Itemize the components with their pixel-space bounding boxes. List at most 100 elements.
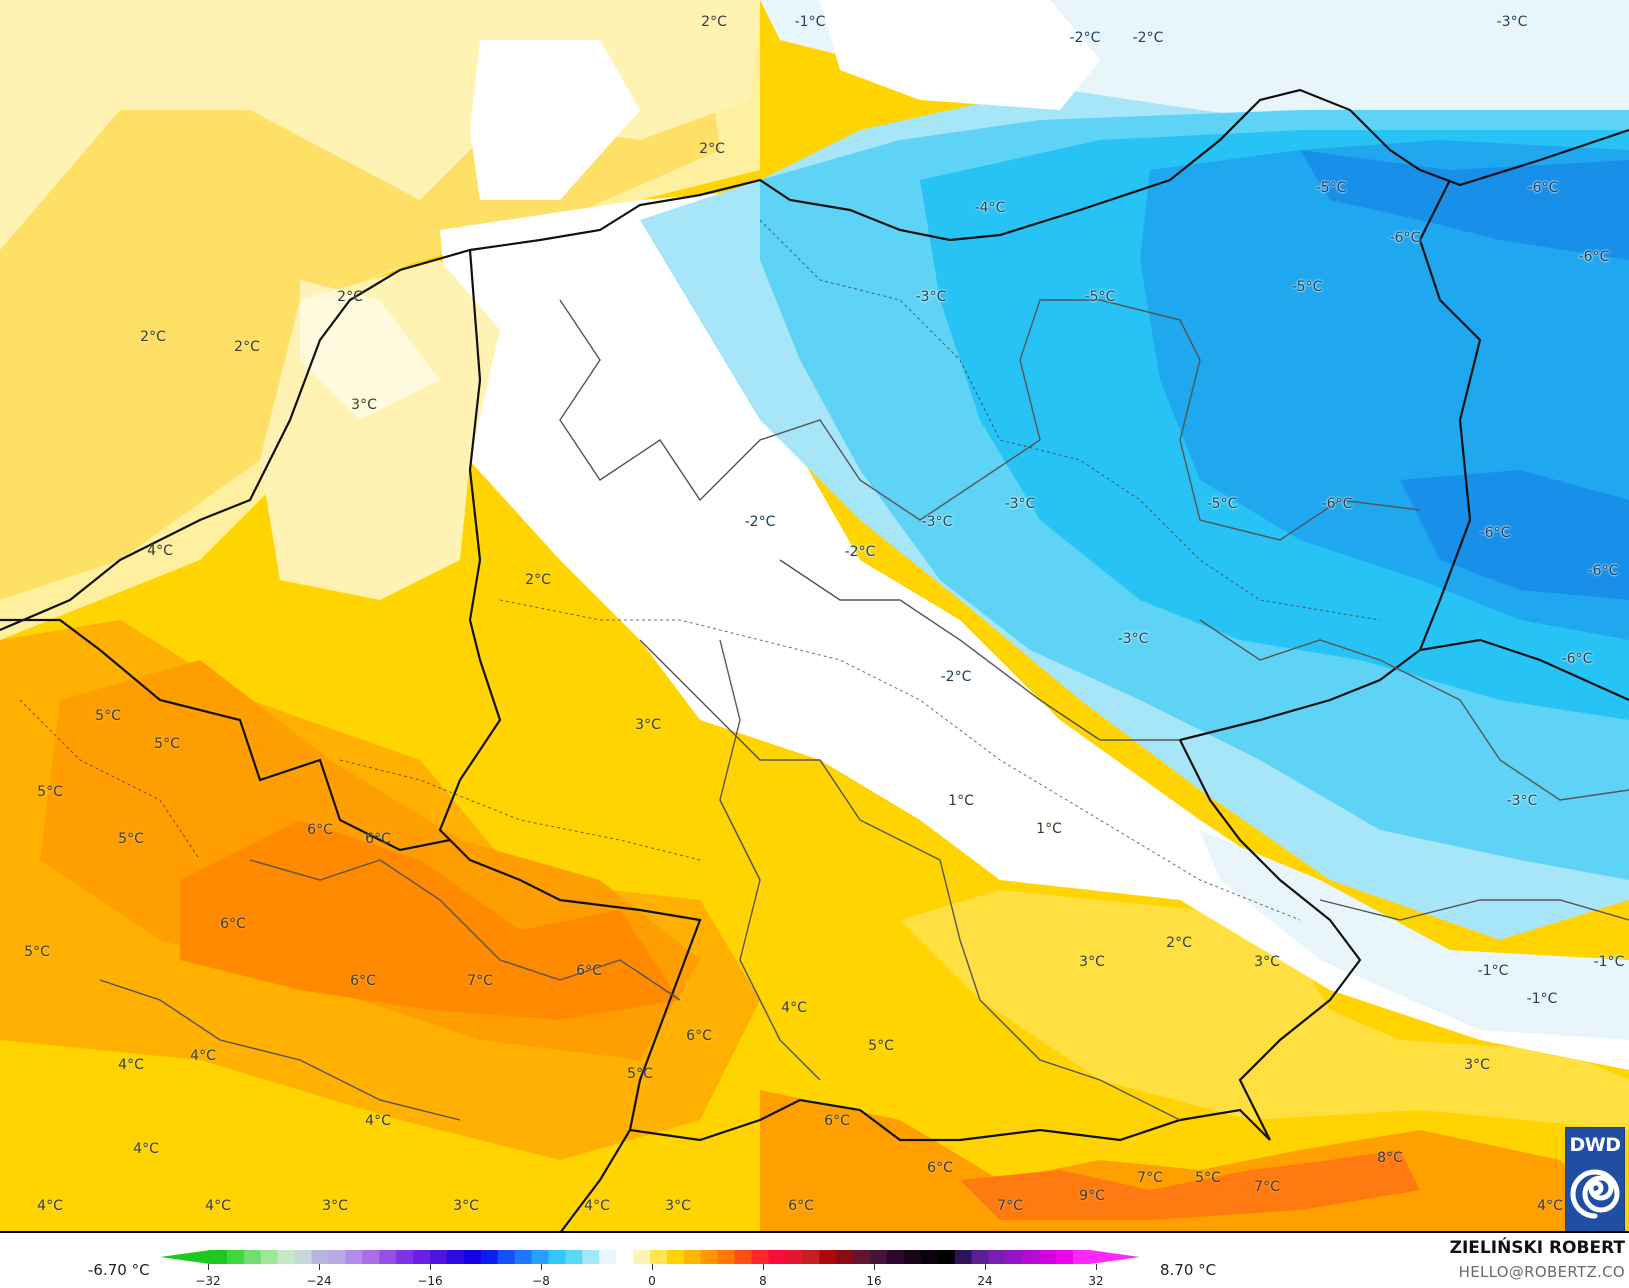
temperature-label: 5°C — [154, 736, 180, 752]
temperature-label: 6°C — [220, 916, 246, 932]
temperature-label: 1°C — [948, 793, 974, 809]
colorbar-tick-label: −8 — [532, 1274, 550, 1288]
temperature-label: -1°C — [794, 14, 826, 30]
temperature-label: 4°C — [365, 1113, 391, 1129]
temperature-label: 3°C — [1464, 1057, 1490, 1073]
temperature-label: 3°C — [1254, 954, 1280, 970]
temperature-label: 3°C — [322, 1198, 348, 1214]
temperature-label: -6°C — [1321, 496, 1353, 512]
map-fill-layer — [0, 0, 1629, 1231]
temperature-label: -3°C — [1506, 793, 1538, 809]
temperature-label: -6°C — [1587, 563, 1619, 579]
temperature-label: 3°C — [453, 1198, 479, 1214]
temperature-label: 2°C — [337, 289, 363, 305]
colorbar-tick-label: 16 — [866, 1274, 882, 1288]
temperature-label: 7°C — [467, 973, 493, 989]
temperature-label: 7°C — [997, 1198, 1023, 1214]
temperature-label: -2°C — [940, 669, 972, 685]
temperature-label: -3°C — [915, 289, 947, 305]
temperature-label: -6°C — [1389, 230, 1421, 246]
temperature-label: 7°C — [1137, 1170, 1163, 1186]
temperature-label: 2°C — [234, 339, 260, 355]
colorbar-tick-mark — [985, 1264, 986, 1270]
colorbar-tick-mark — [541, 1264, 542, 1270]
temperature-label: 2°C — [1166, 935, 1192, 951]
author-email: HELLO@ROBERTZ.CO — [1458, 1263, 1625, 1281]
temperature-label: 4°C — [781, 1000, 807, 1016]
temperature-label: 4°C — [147, 543, 173, 559]
temperature-label: 5°C — [95, 708, 121, 724]
temperature-label: -3°C — [1117, 631, 1149, 647]
temperature-label: 6°C — [824, 1113, 850, 1129]
temperature-label: -6°C — [1561, 651, 1593, 667]
temperature-label: 3°C — [635, 717, 661, 733]
temperature-label: -2°C — [1132, 30, 1164, 46]
temperature-label: 2°C — [699, 141, 725, 157]
temperature-label: -3°C — [1004, 496, 1036, 512]
temperature-label: 4°C — [118, 1057, 144, 1073]
temperature-label: -4°C — [974, 200, 1006, 216]
temperature-label: 6°C — [686, 1028, 712, 1044]
legend-max-value: 8.70 °C — [1160, 1261, 1217, 1279]
colorbar-tick-mark — [430, 1264, 431, 1270]
temperature-label: 7°C — [1254, 1179, 1280, 1195]
temperature-label: 2°C — [525, 572, 551, 588]
temperature-label: -5°C — [1315, 180, 1347, 196]
temperature-label: 5°C — [24, 944, 50, 960]
colorbar-tick-label: 32 — [1088, 1274, 1104, 1288]
colorbar-tick-mark — [652, 1264, 653, 1270]
temperature-label: 5°C — [37, 784, 63, 800]
temperature-label: -2°C — [844, 544, 876, 560]
temperature-label: -1°C — [1477, 963, 1509, 979]
colorbar-tick-label: −16 — [417, 1274, 443, 1288]
temperature-label: 4°C — [133, 1141, 159, 1157]
colorbar-tick-label: 24 — [977, 1274, 993, 1288]
colorbar-tick-mark — [874, 1264, 875, 1270]
colorbar — [160, 1250, 1140, 1264]
colorbar-tick-mark — [319, 1264, 320, 1270]
colorbar-tick-label: 0 — [648, 1274, 656, 1288]
temperature-label: -3°C — [921, 514, 953, 530]
temperature-label: 4°C — [1537, 1198, 1563, 1214]
colorbar-tick-mark — [763, 1264, 764, 1270]
legend-min-value: -6.70 °C — [88, 1261, 150, 1279]
colorbar-tick-label: 8 — [759, 1274, 767, 1288]
temperature-label: 3°C — [1079, 954, 1105, 970]
temperature-label: 6°C — [307, 822, 333, 838]
colorbar-tick-label: −24 — [306, 1274, 332, 1288]
temperature-label: 6°C — [788, 1198, 814, 1214]
dwd-logo-text: DWD — [1569, 1134, 1621, 1156]
dwd-logo: DWD — [1565, 1127, 1625, 1231]
temperature-label: 1°C — [1036, 821, 1062, 837]
swirl-icon — [1570, 1169, 1620, 1219]
author-credit: ZIELIŃSKI ROBERT — [1449, 1238, 1625, 1258]
temperature-label: 6°C — [927, 1160, 953, 1176]
temperature-label: 5°C — [868, 1038, 894, 1054]
temperature-label: 3°C — [665, 1198, 691, 1214]
temperature-label: -3°C — [1496, 14, 1528, 30]
temperature-label: 8°C — [1377, 1150, 1403, 1166]
temperature-label: 2°C — [701, 14, 727, 30]
temperature-label: 2°C — [140, 329, 166, 345]
temperature-label: -1°C — [1593, 954, 1625, 970]
temperature-label: 3°C — [351, 397, 377, 413]
temperature-label: 4°C — [190, 1048, 216, 1064]
colorbar-tick-mark — [1096, 1264, 1097, 1270]
temperature-label: 5°C — [1195, 1170, 1221, 1186]
temperature-label: -6°C — [1527, 180, 1559, 196]
temperature-label: -5°C — [1291, 279, 1323, 295]
temperature-label: 4°C — [37, 1198, 63, 1214]
colorbar-tick-label: −32 — [195, 1274, 221, 1288]
temperature-label: -6°C — [1578, 249, 1610, 265]
temperature-label: -5°C — [1084, 289, 1116, 305]
temperature-label: 4°C — [205, 1198, 231, 1214]
temperature-label: 6°C — [365, 831, 391, 847]
temperature-map: 2°C -1°C -2°C -2°C -3°C 2°C -4°C -5°C -6°C -6°C -6… — [0, 0, 1629, 1233]
temperature-label: 5°C — [118, 831, 144, 847]
temperature-label: -5°C — [1206, 496, 1238, 512]
temperature-label: -2°C — [744, 514, 776, 530]
temperature-label: -1°C — [1526, 991, 1558, 1007]
temperature-label: 6°C — [350, 973, 376, 989]
colorbar-tick-mark — [208, 1264, 209, 1270]
temperature-label: -6°C — [1479, 525, 1511, 541]
